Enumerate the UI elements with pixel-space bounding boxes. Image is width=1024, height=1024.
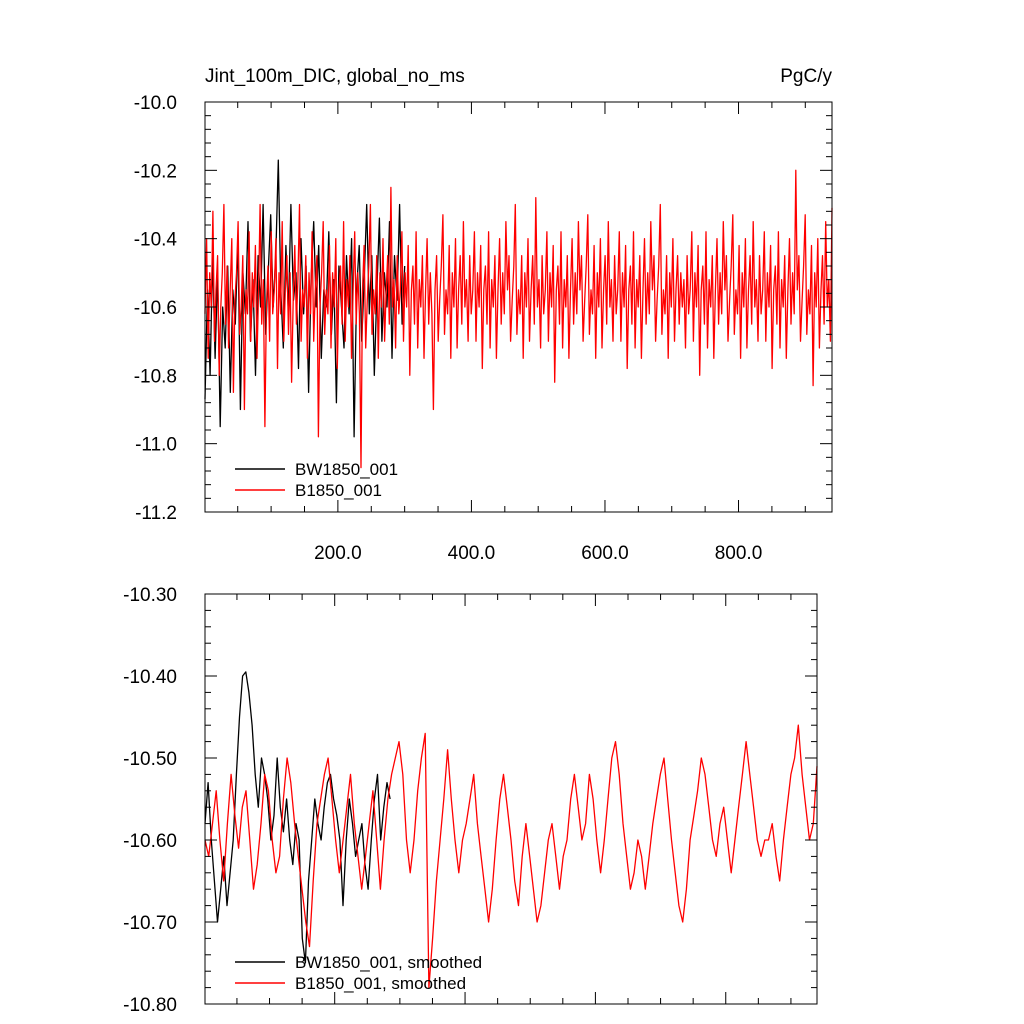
top-title-right: PgC/y [780, 66, 832, 87]
top-title-left: Jint_100m_DIC, global_no_ms [205, 66, 465, 87]
legend-label-bw1850: BW1850_001 [295, 460, 398, 479]
y-tick-label: -10.30 [123, 585, 177, 606]
y-tick-label: -10.2 [134, 161, 177, 182]
y-tick-label: -10.60 [123, 831, 177, 852]
series-line-b1850-001-smoothed [204, 724, 818, 989]
y-tick-label: -10.0 [134, 93, 177, 114]
y-tick-label: -10.4 [134, 230, 178, 251]
bottom-series-layer [204, 671, 818, 989]
y-tick-label: -10.6 [134, 298, 177, 319]
legend-label-bw1850-smoothed: BW1850_001, smoothed [295, 953, 482, 972]
series-line-bw1850-001-smoothed [204, 671, 391, 964]
top-legend: BW1850_001 B1850_001 [235, 460, 398, 500]
y-tick-label: -10.50 [123, 749, 177, 770]
y-tick-label: -10.8 [134, 366, 177, 387]
bottom-plot-frame [204, 593, 818, 1005]
legend-label-b1850: B1850_001 [295, 481, 382, 500]
y-tick-label: -10.40 [123, 667, 177, 688]
x-tick-label: 200.0 [314, 543, 362, 564]
bottom-ticks: -10.30 -10.40 -10.50 -10.60 -10.70 -10.80 [123, 585, 817, 1016]
bottom-legend: BW1850_001, smoothed B1850_001, smoothed [235, 953, 482, 993]
legend-label-b1850-smoothed: B1850_001, smoothed [295, 974, 466, 993]
y-tick-label: -10.70 [123, 913, 177, 934]
y-tick-label: -11.0 [135, 435, 177, 456]
top-series-layer [204, 159, 833, 469]
top-panel: Jint_100m_DIC, global_no_ms PgC/y -10.0-… [134, 66, 833, 564]
x-tick-label: 800.0 [715, 543, 763, 564]
bottom-panel: -10.30 -10.40 -10.50 -10.60 -10.70 -10.80 BW1… [123, 585, 818, 1016]
x-tick-label: 600.0 [581, 543, 629, 564]
series-line-b1850-001 [204, 169, 833, 469]
y-tick-label: -11.2 [135, 503, 177, 524]
y-tick-label: -10.80 [123, 995, 177, 1016]
x-tick-label: 400.0 [448, 543, 496, 564]
top-ticks: -10.0 -10.2 -10.4 -10.6 -10.8 -11.0 -11.2 200.0… [134, 93, 832, 564]
